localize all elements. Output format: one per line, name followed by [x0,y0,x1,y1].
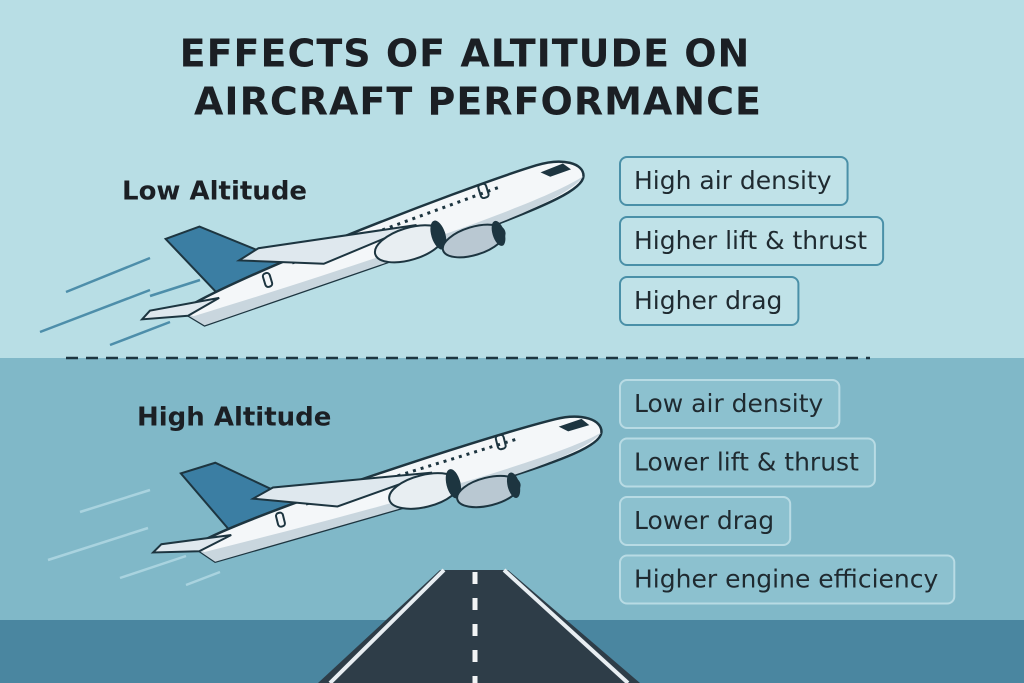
effect-text: Higher drag [634,286,782,315]
effect-box [619,276,800,326]
effect-text: Higher lift & thrust [634,226,867,255]
effect-text: Lower lift & thrust [634,448,859,477]
effect-box [619,216,885,266]
runway [318,570,640,683]
effect-box [619,437,876,488]
section-label: Low Altitude [122,177,307,207]
effect-text: Lower drag [634,506,774,535]
runway-edge [328,568,630,683]
effect-list: High air density Higher lift & thrust High… [619,156,956,605]
effect-text: Low air density [634,389,824,418]
effect-box [619,379,841,429]
effect-text: Higher engine efficiency [634,565,938,594]
title-line: EFFECTS OF ALTITUDE ON [180,32,751,76]
title-line: AIRCRAFT PERFORMANCE [194,80,762,124]
speed-lines [47,488,221,587]
effect-text: High air density [634,166,832,195]
speed-lines [39,256,201,347]
effect-box [619,554,956,605]
section-label: High Altitude [137,403,331,433]
effect-box [619,496,792,546]
effect-box [619,156,849,206]
